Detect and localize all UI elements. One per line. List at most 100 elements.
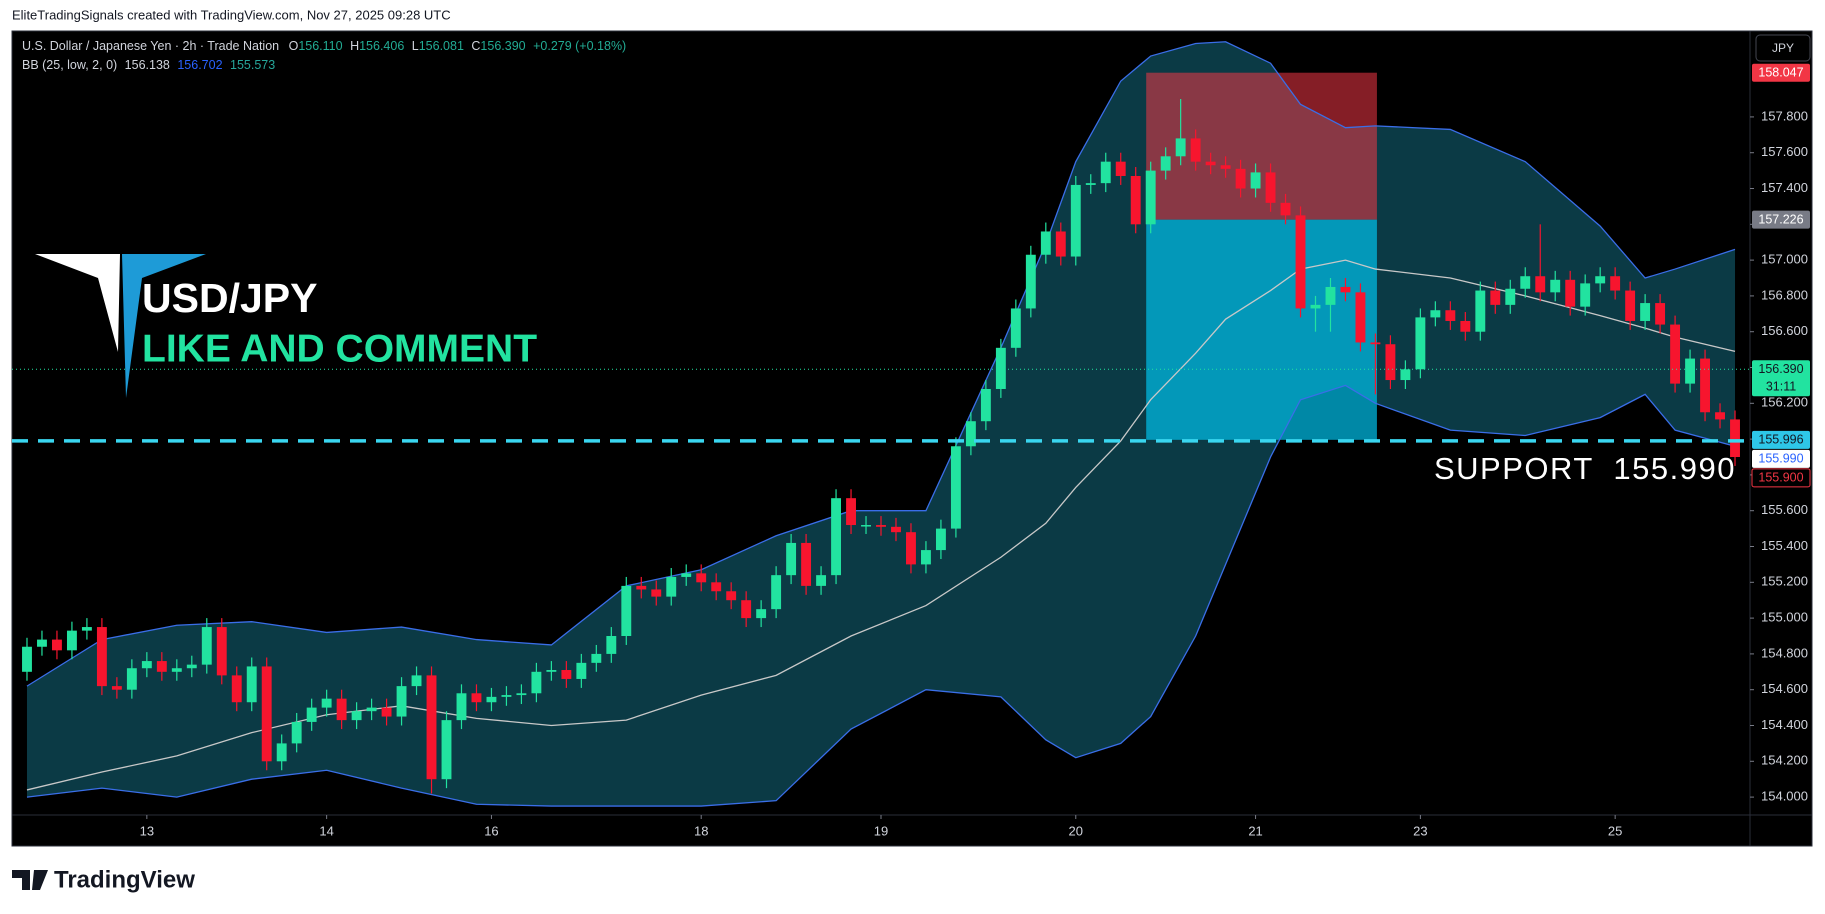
currency-label[interactable]: JPY — [1772, 41, 1794, 55]
currency-button[interactable]: JPY — [1755, 34, 1811, 62]
candle-body — [1580, 283, 1591, 307]
footer-logo: TradingView — [12, 866, 195, 893]
price-label: 157.226 — [1758, 212, 1803, 226]
candle-body — [606, 636, 617, 654]
logo-blue — [122, 254, 206, 398]
candle-body — [935, 528, 946, 551]
candle-body — [141, 661, 152, 669]
y-tick-label: 154.200 — [1761, 753, 1808, 768]
candle-body — [516, 693, 527, 696]
candle-body — [456, 693, 467, 721]
candle-body — [1205, 161, 1216, 166]
ohlc-key: O — [289, 39, 299, 53]
candle-body — [1535, 276, 1546, 293]
candle-body — [1610, 276, 1621, 291]
candle-body — [1670, 324, 1681, 384]
candle-body — [1595, 276, 1606, 284]
candle-body — [1685, 358, 1696, 384]
candle-body — [636, 585, 647, 590]
candle-body — [1475, 290, 1486, 332]
candle-body — [681, 573, 692, 577]
candle-body — [591, 653, 602, 663]
y-tick-label: 155.000 — [1761, 610, 1808, 625]
candle-body — [66, 630, 77, 651]
indicator-value: 156.702 — [177, 58, 222, 72]
candle-body — [1715, 412, 1725, 420]
candle-body — [1175, 138, 1186, 157]
candle-body — [396, 686, 407, 717]
candle-body — [876, 525, 886, 527]
candle-body — [52, 639, 62, 651]
candle-body — [1130, 175, 1141, 225]
chart-legend: U.S. Dollar / Japanese Yen · 2h · Trade … — [22, 39, 626, 72]
price-label: 155.900 — [1758, 471, 1803, 485]
y-tick-label: 157.000 — [1761, 252, 1808, 267]
legend-line: U.S. Dollar / Japanese Yen · 2h · Trade … — [22, 39, 626, 53]
candle-body — [711, 582, 722, 592]
x-tick-label: 14 — [319, 823, 333, 838]
candle-body — [726, 591, 737, 601]
candle-body — [801, 542, 812, 586]
candle-body — [246, 666, 257, 703]
overlay-title: USD/JPY — [142, 275, 317, 321]
candle-body — [1235, 168, 1246, 189]
y-tick-label: 156.800 — [1761, 287, 1808, 302]
x-tick-label: 21 — [1248, 823, 1262, 838]
y-tick-label: 154.800 — [1761, 645, 1808, 660]
y-tick-label: 154.600 — [1761, 681, 1808, 696]
candle-body — [1355, 292, 1366, 343]
ohlc-value: 156.406 — [359, 39, 404, 53]
candle-body — [186, 664, 197, 669]
band-line — [26, 384, 1736, 807]
price-label: 155.990 — [1758, 452, 1803, 466]
price-label-box — [1752, 449, 1810, 468]
candle-body — [531, 671, 542, 694]
ohlc-value: 156.110 — [298, 39, 342, 53]
x-tick-label: 25 — [1608, 823, 1622, 838]
indicator-line: BB (25, low, 2, 0) 156.138 156.702 155.5… — [22, 58, 275, 72]
candle-body — [351, 711, 362, 721]
y-tick-label: 155.600 — [1761, 502, 1808, 517]
y-tick-label: 156.600 — [1761, 323, 1808, 338]
candle-body — [426, 675, 437, 780]
candle-body — [1655, 303, 1666, 325]
candle-body — [336, 698, 347, 721]
y-tick-label: 155.400 — [1761, 538, 1808, 553]
currency-button-frame[interactable] — [1755, 34, 1811, 62]
candle-body — [486, 696, 497, 703]
candle-body — [96, 627, 107, 687]
candle-body — [381, 707, 392, 717]
candle-body — [861, 525, 871, 527]
x-tick-label: 19 — [874, 823, 888, 838]
candle-body — [786, 542, 797, 576]
candle-body — [1220, 165, 1231, 169]
candle-body — [1250, 172, 1261, 189]
logo-white — [35, 254, 120, 352]
price-label-box — [1752, 63, 1810, 82]
candle-body — [1460, 320, 1471, 332]
candle-body — [81, 627, 92, 631]
candle-body — [501, 695, 512, 697]
overlay-cta: LIKE AND COMMENT — [142, 327, 537, 370]
x-tick-label: 18 — [694, 823, 708, 838]
candle-body — [261, 666, 272, 762]
brand-icon — [12, 870, 48, 890]
price-label: 156.390 — [1758, 362, 1803, 376]
countdown: 31:11 — [1766, 380, 1796, 394]
candle-body — [906, 532, 916, 565]
candle-body — [891, 526, 901, 533]
x-tick-label: 20 — [1069, 823, 1083, 838]
change: +0.279 (+0.18%) — [533, 39, 626, 53]
candle-body — [441, 720, 452, 780]
candle-body — [1625, 290, 1636, 321]
candle-body — [276, 743, 287, 762]
price-label: 155.996 — [1758, 433, 1803, 447]
y-tick-label: 156.200 — [1761, 395, 1808, 410]
candle-body — [1145, 170, 1156, 225]
candle-body — [126, 668, 137, 690]
support-label: SUPPORT 155.990 — [1434, 451, 1736, 486]
ohlc-key: H — [350, 39, 359, 53]
x-tick-label: 16 — [484, 823, 498, 838]
candle-body — [216, 627, 227, 676]
